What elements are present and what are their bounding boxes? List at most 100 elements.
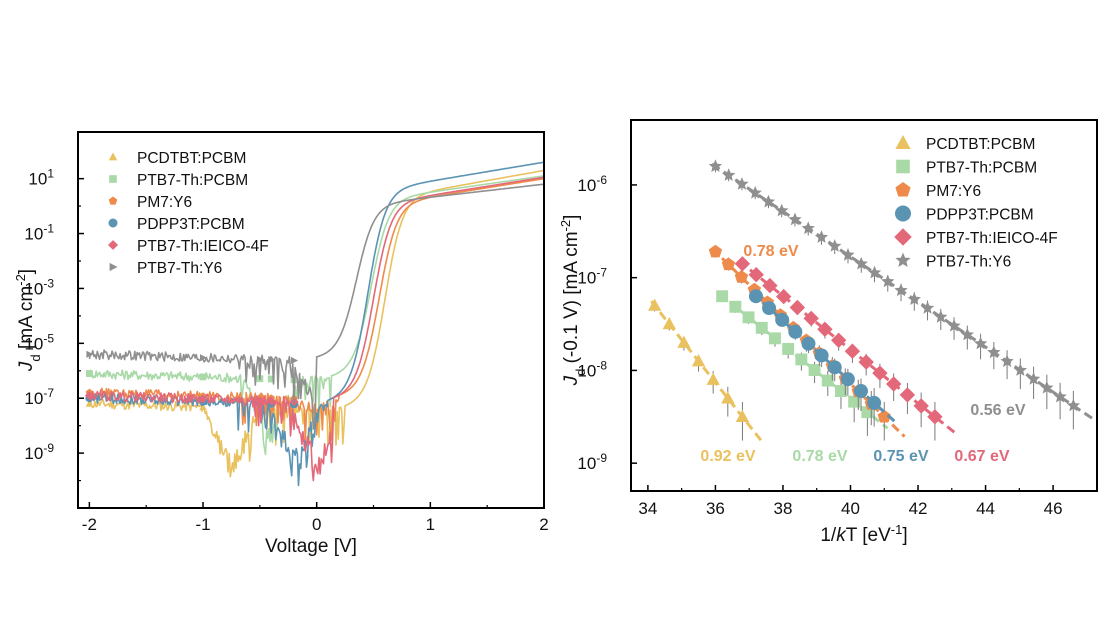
- jv-y-tick-label: 10-7: [24, 386, 54, 408]
- jv-x-tick-label: 0: [312, 515, 321, 534]
- arr-point-ptb7-th-ieico-4f: [913, 398, 929, 414]
- arr-point-ptb7-th-ieico-4f: [844, 343, 861, 359]
- jv-chart: -2 -1 0 1 2 101 10-1 10-3 10-5 10-7 10-9 Voltage […: [13, 131, 549, 557]
- jv-marker-ptb7-th-ieico-4f: [255, 396, 265, 405]
- arr-point-ptb7-th-pcbm: [716, 290, 729, 303]
- jv-y-label-sup: -2: [13, 274, 28, 286]
- arr-point-ptb7-th-ieico-4f: [886, 376, 902, 392]
- jv-marker-ptb7-th-pcbm: [199, 373, 207, 381]
- arr-y-tick-label: 10-8: [577, 358, 607, 380]
- arrhenius-points: [648, 159, 1095, 444]
- arr-legend-label-ptb7-th-y6: PTB7-Th:Y6: [926, 254, 1011, 271]
- arr-legend-marker-pm7-y6: [895, 182, 911, 197]
- arr-y-tick-label: 10-9: [577, 451, 607, 473]
- jv-x-tick-label: -1: [195, 515, 210, 534]
- jv-plot-frame: [77, 131, 545, 509]
- arr-point-ptb7-th-y6: [947, 318, 961, 332]
- arr-y-label-sub: d: [573, 369, 588, 376]
- arr-point-ptb7-th-y6: [934, 310, 948, 323]
- arr-point-ptb7-th-pcbm: [755, 321, 768, 334]
- arr-point-ptb7-th-y6: [907, 292, 921, 305]
- arr-point-ptb7-th-pcbm: [729, 300, 742, 313]
- arr-x-label-pre: 1/: [820, 525, 837, 546]
- arr-point-ptb7-th-y6: [1026, 372, 1041, 385]
- arr-activation-energy-ptb7-th-ieico-4f: 0.67 eV: [954, 448, 1009, 465]
- arr-point-ptb7-th-y6: [1053, 389, 1067, 403]
- arr-point-ptb7-th-y6: [1000, 354, 1014, 367]
- arr-point-pcdtbt-pcbm: [735, 409, 750, 422]
- arr-activation-energy-pdpp3t-pcbm: 0.75 eV: [873, 448, 928, 465]
- arrhenius-legend: PCDTBT:PCBM PTB7-Th:PCBM PM7:Y6 PDPP3T:PCBM…: [894, 135, 1058, 271]
- arr-x-tick-label: 34: [638, 499, 657, 518]
- arr-point-ptb7-th-pcbm: [808, 364, 821, 376]
- arr-point-ptb7-th-ieico-4f: [899, 387, 916, 403]
- arr-y-tick-label: 10-6: [577, 173, 607, 195]
- arr-point-ptb7-th-y6: [788, 212, 802, 226]
- jv-marker-ptb7-th-y6: [86, 350, 94, 358]
- arr-point-ptb7-th-y6: [867, 265, 882, 279]
- arr-point-ptb7-th-pcbm: [821, 374, 834, 387]
- jv-legend-marker-ptb7-th-ieico-4f: [108, 240, 118, 250]
- arr-point-ptb7-th-ieico-4f: [776, 288, 792, 305]
- jv-marker-ptb7-th-y6: [291, 356, 298, 365]
- jv-y-axis-label: Jd [mA cm-2]: [13, 269, 43, 372]
- arr-point-ptb7-th-y6: [801, 221, 815, 235]
- jv-x-tick-label: 1: [426, 515, 435, 534]
- jv-marker-ptb7-th-y6: [268, 356, 276, 364]
- jv-legend-marker-ptb7-th-pcbm: [109, 175, 117, 183]
- jv-curve-ptb7-th-y6: [88, 183, 545, 430]
- arrhenius-x-axis-label: 1/kT [eV-1]: [820, 522, 907, 547]
- jv-y-label-end: ]: [16, 269, 37, 274]
- arr-point-ptb7-th-y6: [708, 159, 723, 172]
- arr-point-ptb7-th-ieico-4f: [927, 409, 943, 425]
- arr-legend-label-ptb7-th-pcbm: PTB7-Th:PCBM: [926, 160, 1037, 177]
- arr-activation-energy-pcdtbt-pcbm: 0.92 eV: [700, 448, 755, 465]
- arr-legend-marker-ptb7-th-pcbm: [896, 159, 910, 174]
- arr-point-ptb7-th-pcbm: [795, 353, 808, 366]
- jv-legend-label-pm7-y6: PM7:Y6: [137, 194, 192, 211]
- arr-legend-label-pm7-y6: PM7:Y6: [926, 183, 981, 200]
- arr-point-ptb7-th-y6: [1013, 363, 1027, 376]
- jv-legend-marker-pm7-y6: [108, 196, 118, 205]
- arr-point-ptb7-th-y6: [973, 336, 988, 350]
- arr-legend-marker-pdpp3t-pcbm: [895, 205, 911, 222]
- arrhenius-axes: 34 36 38 40 42 44 46 10-6 10-7 10-8 10-9: [577, 173, 1062, 518]
- arr-point-ptb7-th-ieico-4f: [734, 256, 751, 272]
- arr-x-tick-label: 42: [909, 499, 928, 518]
- jv-legend-marker-pcdtbt-pcbm: [108, 152, 118, 161]
- arr-point-pm7-y6: [734, 270, 749, 283]
- arr-point-pm7-y6: [877, 409, 891, 423]
- jv-marker-pcdtbt-pcbm: [85, 399, 94, 407]
- arr-point-ptb7-th-y6: [894, 283, 908, 297]
- arr-point-pdpp3t-pcbm: [748, 289, 763, 304]
- jv-curve-ptb7-th-ieico-4f: [89, 176, 545, 482]
- arrhenius-y-axis-label: Jd (-0.1 V) [mA cm-2]: [558, 215, 588, 387]
- arr-point-ptb7-th-y6: [841, 248, 855, 261]
- jv-y-tick-label: 10-9: [24, 441, 54, 463]
- arr-x-tick-label: 36: [706, 499, 725, 518]
- arr-point-ptb7-th-y6: [814, 230, 829, 243]
- arr-point-pdpp3t-pcbm: [853, 384, 868, 399]
- arr-point-ptb7-th-y6: [828, 239, 842, 252]
- arr-point-ptb7-th-y6: [748, 186, 762, 199]
- arr-point-ptb7-th-ieico-4f: [858, 354, 874, 370]
- jv-marker-ptb7-th-y6: [200, 354, 207, 362]
- jv-x-tick-label: 2: [539, 515, 548, 534]
- jv-y-tick-label: 10-3: [24, 276, 54, 298]
- arr-y-label-end: ]: [561, 215, 582, 220]
- arr-activation-energy-pm7-y6: 0.78 eV: [743, 243, 798, 260]
- jv-x-tick-label: -2: [82, 515, 97, 534]
- arr-point-ptb7-th-pcbm: [848, 395, 861, 408]
- jv-y-label-rest: [mA cm: [16, 286, 37, 355]
- arr-legend-label-pcdtbt-pcbm: PCDTBT:PCBM: [926, 136, 1035, 153]
- arr-point-ptb7-th-ieico-4f: [817, 321, 833, 337]
- arr-point-ptb7-th-ieico-4f: [748, 267, 764, 283]
- arr-point-ptb7-th-ieico-4f: [872, 365, 888, 381]
- arr-point-ptb7-th-y6: [735, 177, 749, 190]
- arr-point-ptb7-th-y6: [722, 168, 736, 181]
- jv-curves: [85, 161, 545, 487]
- jv-axes: -2 -1 0 1 2 101 10-1 10-3 10-5 10-7 10-9: [24, 167, 548, 534]
- arr-point-pdpp3t-pcbm: [814, 348, 829, 363]
- jv-legend: PCDTBT:PCBM PTB7-Th:PCBM PM7:Y6 PDPP3T:PCBM…: [108, 150, 269, 277]
- arr-point-ptb7-th-y6: [1066, 398, 1080, 412]
